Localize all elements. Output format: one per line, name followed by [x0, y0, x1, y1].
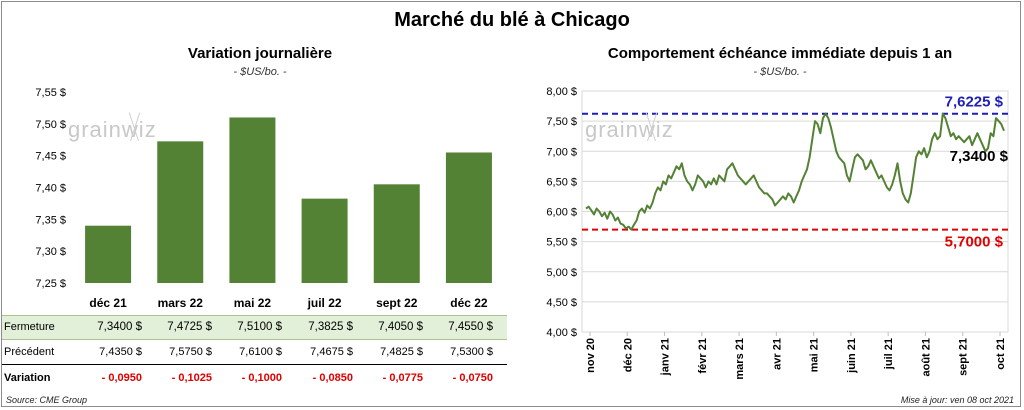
logo-mark-icon	[128, 107, 146, 141]
y-tick-label: 4,00 $	[546, 327, 577, 339]
update-note: Mise à jour: ven 08 oct 2021	[900, 395, 1014, 405]
y-tick-label: 7,55 $	[35, 87, 66, 99]
bar	[301, 198, 348, 283]
y-tick-label: 5,50 $	[546, 237, 577, 249]
table-row-variation: Variation - 0,0950 - 0,1025 - 0,1000 - 0…	[2, 367, 507, 390]
table-cell: 7,5100 $	[237, 321, 282, 333]
bar	[229, 117, 276, 283]
x-tick-label: juil 22	[307, 296, 342, 310]
y-tick-label: 4,50 $	[546, 297, 577, 309]
x-tick-label: sept 22	[376, 296, 418, 310]
x-tick-label: sept 21	[958, 338, 970, 376]
table-cell: 7,4725 $	[167, 321, 212, 333]
logo-mark-icon	[645, 107, 663, 141]
x-tick-label: nov 20	[585, 338, 597, 373]
grainwiz-logo-right: grainwiz	[585, 117, 674, 143]
table-row-precedent: Précédent 7,4350 $ 7,5750 $ 7,6100 $ 7,4…	[2, 341, 507, 365]
table-cell: 7,4050 $	[378, 321, 423, 333]
bar	[85, 225, 132, 283]
source-note: Source: CME Group	[6, 395, 88, 405]
x-tick-label: avr 21	[771, 338, 783, 370]
x-tick-label: déc 20	[622, 338, 634, 372]
y-tick-label: 7,35 $	[35, 214, 66, 226]
table-cell: - 0,0850	[312, 372, 353, 384]
table-cell: 7,4825 $	[380, 346, 423, 358]
table-cell: - 0,1025	[171, 372, 212, 384]
y-tick-label: 7,50 $	[35, 119, 66, 131]
max-label: 7,6225 $	[945, 94, 1004, 111]
x-tick-label: août 21	[920, 338, 932, 377]
right-chart-unit: - $US/bo. -	[753, 66, 807, 78]
table-cell: 7,4550 $	[448, 321, 493, 333]
x-tick-label: juil 21	[883, 338, 895, 370]
bar	[373, 184, 420, 283]
y-tick-label: 7,30 $	[35, 246, 66, 258]
table-cell: 7,3400 $	[97, 321, 142, 333]
y-tick-label: 7,40 $	[35, 183, 66, 195]
table-cell: 7,4350 $	[99, 346, 142, 358]
table-cell: 7,3825 $	[308, 321, 353, 333]
table-cell: 7,4675 $	[310, 346, 353, 358]
table-cell: - 0,0775	[382, 372, 423, 384]
right-chart-title: Comportement échéance immédiate depuis 1…	[607, 45, 953, 62]
y-tick-label: 7,50 $	[546, 116, 577, 128]
table-cell: 7,5750 $	[169, 346, 212, 358]
y-tick-label: 7,25 $	[35, 278, 66, 290]
price-series-line	[585, 112, 1005, 231]
x-tick-label: janv 21	[660, 338, 672, 376]
y-tick-label: 7,45 $	[35, 151, 66, 163]
grainwiz-logo: grainwiz	[68, 117, 157, 143]
x-tick-label: mars 22	[158, 296, 204, 310]
x-tick-label: mai 22	[234, 296, 272, 310]
page-title: Marché du blé à Chicago	[394, 9, 630, 31]
x-tick-label: déc 21	[89, 296, 127, 310]
bar	[445, 152, 492, 283]
min-label: 5,7000 $	[945, 234, 1004, 251]
y-tick-label: 6,50 $	[546, 176, 577, 188]
y-tick-label: 8,00 $	[546, 86, 577, 98]
x-tick-label: déc 22	[450, 296, 488, 310]
last-value-label: 7,3400 $	[950, 148, 1009, 165]
table-cell: 7,6100 $	[239, 346, 282, 358]
table-row-fermeture: Fermeture 7,3400 $ 7,4725 $ 7,5100 $ 7,3…	[2, 315, 507, 340]
bar	[157, 141, 204, 283]
x-tick-label: juin 21	[846, 338, 858, 374]
x-tick-label: mars 21	[734, 338, 746, 380]
table-cell: - 0,0950	[101, 372, 142, 384]
y-tick-label: 7,00 $	[546, 146, 577, 158]
y-tick-label: 5,00 $	[546, 267, 577, 279]
x-tick-label: mai 21	[809, 338, 821, 372]
row-label: Variation	[4, 372, 51, 384]
table-cell: - 0,0750	[452, 372, 493, 384]
x-tick-label: oct 21	[995, 338, 1007, 370]
row-label: Fermeture	[4, 321, 55, 333]
left-chart-unit: - $US/bo. -	[233, 66, 287, 78]
row-label: Précédent	[4, 346, 55, 358]
daily-variation-bar-chart: 7,25 $ 7,30 $ 7,35 $ 7,40 $ 7,45 $ 7,50 $ 7,55…	[35, 87, 492, 310]
x-tick-label: févr 21	[697, 338, 709, 373]
table-cell: - 0,1000	[241, 372, 282, 384]
y-tick-label: 6,00 $	[546, 207, 577, 219]
left-chart-title: Variation journalière	[187, 45, 333, 62]
table-cell: 7,5300 $	[450, 346, 493, 358]
